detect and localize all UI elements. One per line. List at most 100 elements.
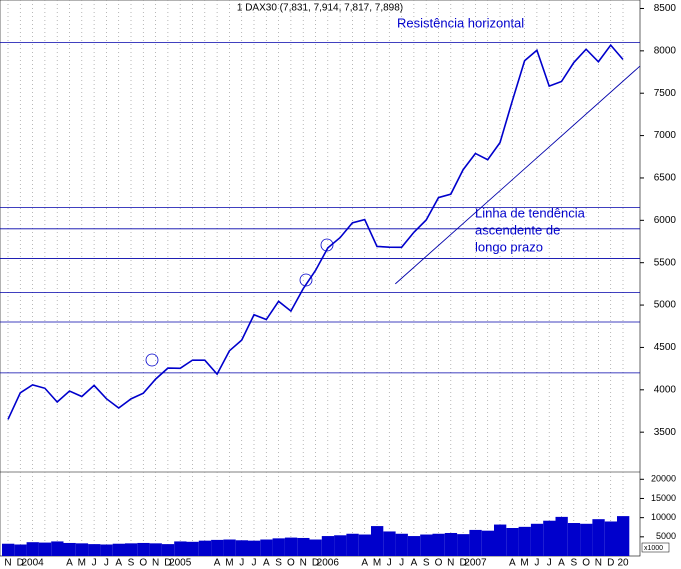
- volume-bar: [555, 516, 568, 556]
- volume-bar: [235, 540, 248, 556]
- x-tick-label: A: [361, 558, 368, 569]
- volume-bar: [457, 534, 470, 556]
- y-tick-label: 6000: [654, 215, 677, 226]
- volume-unit: x1000: [644, 545, 663, 552]
- y-tick-label: 3500: [654, 427, 677, 438]
- x-tick-label: J: [534, 558, 539, 569]
- x-tick-label: A: [214, 558, 221, 569]
- x-tick-label: A: [558, 558, 565, 569]
- x-tick-label: J: [252, 558, 257, 569]
- x-tick-label: J: [399, 558, 404, 569]
- volume-bar: [149, 543, 162, 556]
- y-tick-label: 7000: [654, 130, 677, 141]
- volume-bar: [248, 540, 261, 556]
- volume-bar: [100, 544, 113, 556]
- volume-bar: [186, 541, 199, 556]
- volume-bar: [432, 533, 445, 556]
- volume-bar: [383, 531, 396, 556]
- x-tick-label: S: [275, 558, 282, 569]
- volume-bar: [543, 520, 556, 556]
- smileys: [145, 238, 334, 367]
- chart-title: 1 DAX30 (7,831, 7,914, 7,817, 7,898): [237, 3, 403, 14]
- y2-tick-label: 15000: [651, 493, 676, 503]
- unit-box: [641, 542, 670, 553]
- volume-bar: [211, 539, 224, 556]
- volume-bar: [481, 530, 494, 556]
- volume-bar: [88, 544, 101, 556]
- volume-bar: [567, 523, 581, 556]
- x-tick-label: 2007: [464, 558, 487, 569]
- x-tick-label: N: [595, 558, 602, 569]
- volume-bar: [284, 537, 298, 556]
- y2-tick-label: 5000: [656, 531, 676, 541]
- x-tick-label: D: [17, 558, 24, 569]
- trend-line: [395, 65, 641, 285]
- x-tick-label: J: [387, 558, 392, 569]
- annotation: ascendente de: [475, 222, 560, 237]
- annotation: longo prazo: [475, 239, 543, 254]
- x-tick-label: S: [570, 558, 577, 569]
- x-tick-label: 20: [617, 558, 629, 569]
- volume-bar: [358, 534, 371, 556]
- y2-tick-label: 20000: [651, 474, 676, 484]
- volume-bar: [444, 532, 458, 556]
- x-tick-label: A: [509, 558, 516, 569]
- y-tick-label: 8000: [654, 45, 677, 56]
- x-tick-label: J: [104, 558, 109, 569]
- x-tick-label: N: [152, 558, 159, 569]
- volume-bar: [617, 516, 630, 556]
- x-tick-label: S: [128, 558, 135, 569]
- volume-bar: [260, 539, 273, 556]
- volume-bar: [272, 538, 285, 556]
- x-tick-label: J: [547, 558, 552, 569]
- annotation: Resistência horizontal: [397, 15, 524, 30]
- price-line: [7, 43, 624, 420]
- annotation: Linha de tendência: [475, 205, 586, 220]
- y-tick-label: 8500: [654, 3, 677, 14]
- plot-frame: [0, 0, 641, 557]
- x-tick-label: S: [423, 558, 430, 569]
- x-tick-label: J: [239, 558, 244, 569]
- volume-bar: [51, 541, 64, 556]
- volume-bar: [346, 533, 359, 556]
- x-tick-label: O: [435, 558, 443, 569]
- volume-bar: [395, 533, 408, 556]
- volume-bar: [2, 543, 15, 556]
- x-tick-label: A: [115, 558, 122, 569]
- y-tick-label: 5000: [654, 300, 677, 311]
- y-tick-label: 4000: [654, 384, 677, 395]
- volume-bar: [494, 524, 507, 556]
- x-tick-label: O: [139, 558, 147, 569]
- y-tick-label: 5500: [654, 257, 677, 268]
- x-tick-label: D: [312, 558, 319, 569]
- volume-bar: [321, 536, 335, 556]
- volume-bar: [38, 542, 52, 556]
- y-tick-label: 4500: [654, 342, 677, 353]
- volume-bar: [161, 544, 175, 556]
- x-tick-label: M: [225, 558, 233, 569]
- volume-bar: [334, 535, 347, 556]
- x-tick-label: N: [300, 558, 307, 569]
- volume-bar: [14, 544, 27, 556]
- x-tick-label: D: [607, 558, 614, 569]
- volume-bar: [407, 536, 421, 556]
- volume-bar: [420, 534, 433, 556]
- x-tick-label: 2005: [169, 558, 192, 569]
- x-tick-label: M: [78, 558, 86, 569]
- volume-bar: [518, 526, 531, 556]
- y2-tick-label: 10000: [651, 512, 676, 522]
- x-tick-label: A: [411, 558, 418, 569]
- volume-bar: [174, 541, 187, 556]
- x-tick-label: 2006: [317, 558, 340, 569]
- x-tick-label: A: [263, 558, 270, 569]
- volume-bar: [371, 526, 384, 556]
- x-tick-label: J: [92, 558, 97, 569]
- x-tick-label: O: [582, 558, 590, 569]
- volume-bar: [125, 543, 138, 556]
- x-tick-label: D: [164, 558, 171, 569]
- volume-bar: [112, 543, 125, 556]
- y-tick-label: 7500: [654, 88, 677, 99]
- volume-bar: [469, 529, 482, 556]
- volume-bar: [580, 523, 593, 556]
